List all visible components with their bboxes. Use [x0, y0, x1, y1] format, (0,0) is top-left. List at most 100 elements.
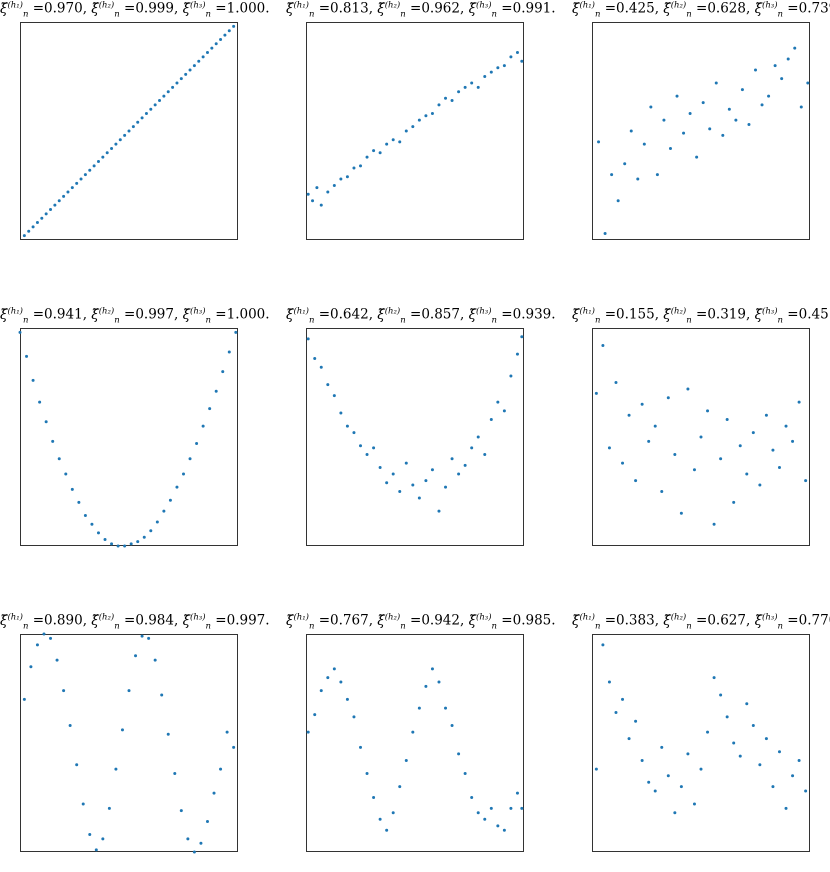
- scatter-point: [31, 225, 35, 229]
- scatter-point: [129, 542, 133, 546]
- scatter-point: [668, 146, 672, 150]
- scatter-svg: [18, 328, 238, 548]
- scatter-point: [326, 676, 330, 680]
- term-symbol: ξ̆(h₁)n: [572, 0, 601, 20]
- scatter-point: [315, 186, 319, 190]
- scatter-point: [647, 439, 651, 443]
- term-symbol: ξ̆(h₁)n: [286, 306, 315, 326]
- scatter-point: [470, 81, 474, 85]
- title-value: =0.642,: [314, 306, 378, 323]
- axes-frame: [20, 328, 238, 546]
- scatter-point: [352, 431, 356, 435]
- scatter-point: [411, 483, 415, 487]
- axes-frame: [592, 634, 810, 852]
- scatter-point: [51, 439, 55, 443]
- title-value: =0.451.: [787, 306, 830, 323]
- scatter-point: [345, 175, 349, 179]
- scatter-point: [90, 522, 94, 526]
- scatter-point: [745, 472, 749, 476]
- scatter-point: [463, 85, 467, 89]
- scatter-point: [675, 94, 679, 98]
- scatter-point: [520, 335, 524, 339]
- scatter-point: [647, 780, 651, 784]
- scatter-point: [195, 442, 199, 446]
- title-value: =0.962,: [405, 0, 469, 17]
- scatter-point: [35, 643, 39, 647]
- scatter-point: [201, 424, 205, 428]
- scatter-point: [660, 745, 664, 749]
- scatter-point: [714, 81, 718, 85]
- scatter-point: [136, 120, 140, 124]
- scatter-point: [616, 199, 620, 203]
- panel-title: ξ̆(h₁)n =0.642, ξ̆(h₂)n =0.857, ξ̆(h₃)n …: [286, 306, 566, 328]
- scatter-point: [214, 389, 218, 393]
- scatter-point: [385, 481, 389, 485]
- scatter-point: [365, 772, 369, 776]
- term-symbol: ξ̆(h₁)n: [572, 306, 601, 326]
- scatter-point: [597, 140, 601, 144]
- scatter-point: [640, 758, 644, 762]
- scatter-point: [105, 151, 109, 155]
- term-symbol: ξ̆(h₃)n: [182, 0, 211, 20]
- title-value: =0.627,: [691, 612, 755, 629]
- scatter-point: [758, 763, 762, 767]
- scatter-point: [483, 817, 487, 821]
- scatter-point: [725, 715, 729, 719]
- scatter-point: [391, 138, 395, 142]
- scatter-point: [660, 490, 664, 493]
- term-symbol: ξ̆(h₁)n: [0, 612, 29, 632]
- term-symbol: ξ̆(h₂)n: [377, 0, 406, 20]
- scatter-point: [804, 789, 808, 793]
- scatter-svg: [306, 328, 524, 546]
- scatter-point: [607, 680, 611, 684]
- term-symbol: ξ̆(h₂)n: [91, 612, 120, 632]
- scatter-point: [799, 105, 803, 109]
- scatter-point: [621, 697, 625, 701]
- scatter-svg: [306, 634, 524, 852]
- scatter-point: [764, 737, 768, 741]
- scatter-point: [385, 142, 389, 146]
- scatter-point: [378, 466, 382, 470]
- scatter-point: [712, 676, 716, 680]
- scatter-point: [352, 166, 356, 170]
- scatter-point: [640, 402, 644, 406]
- scatter-point: [306, 192, 310, 196]
- scatter-point: [627, 737, 631, 741]
- scatter-point: [666, 774, 670, 778]
- plot-area: [592, 634, 810, 852]
- scatter-point: [773, 64, 777, 68]
- scatter-point: [225, 730, 229, 734]
- scatter-point: [417, 118, 421, 122]
- title-value: =0.941,: [28, 306, 92, 323]
- scatter-point: [515, 352, 519, 356]
- scatter-point: [793, 46, 797, 50]
- scatter-point: [398, 785, 402, 789]
- scatter-point: [49, 636, 53, 640]
- scatter-point: [450, 98, 454, 102]
- scatter-point: [767, 94, 771, 98]
- scatter-point: [332, 667, 336, 671]
- scatter-panel: ξ̆(h₁)n =0.970, ξ̆(h₂)n =0.999, ξ̆(h₃)n …: [0, 0, 270, 260]
- scatter-point: [123, 544, 127, 548]
- plot-area: [20, 22, 238, 240]
- scatter-point: [127, 689, 131, 693]
- scatter-point: [738, 444, 742, 448]
- scatter-point: [142, 535, 146, 539]
- scatter-panel: ξ̆(h₁)n =0.155, ξ̆(h₂)n =0.319, ξ̆(h₃)n …: [572, 306, 830, 566]
- scatter-point: [101, 155, 105, 159]
- scatter-point: [489, 70, 493, 74]
- scatter-point: [463, 463, 467, 467]
- scatter-point: [166, 732, 170, 736]
- scatter-point: [40, 216, 44, 220]
- scatter-point: [673, 811, 677, 815]
- title-value: =0.319,: [691, 306, 755, 323]
- scatter-point: [372, 149, 376, 153]
- scatter-panel: ξ̆(h₁)n =0.813, ξ̆(h₂)n =0.962, ξ̆(h₃)n …: [286, 0, 556, 260]
- term-symbol: ξ̆(h₁)n: [286, 612, 315, 632]
- scatter-point: [649, 105, 653, 109]
- scatter-point: [430, 667, 434, 671]
- scatter-point: [662, 118, 666, 122]
- scatter-point: [352, 715, 356, 719]
- scatter-point: [232, 745, 236, 749]
- scatter-panel: ξ̆(h₁)n =0.941, ξ̆(h₂)n =0.997, ξ̆(h₃)n …: [0, 306, 270, 566]
